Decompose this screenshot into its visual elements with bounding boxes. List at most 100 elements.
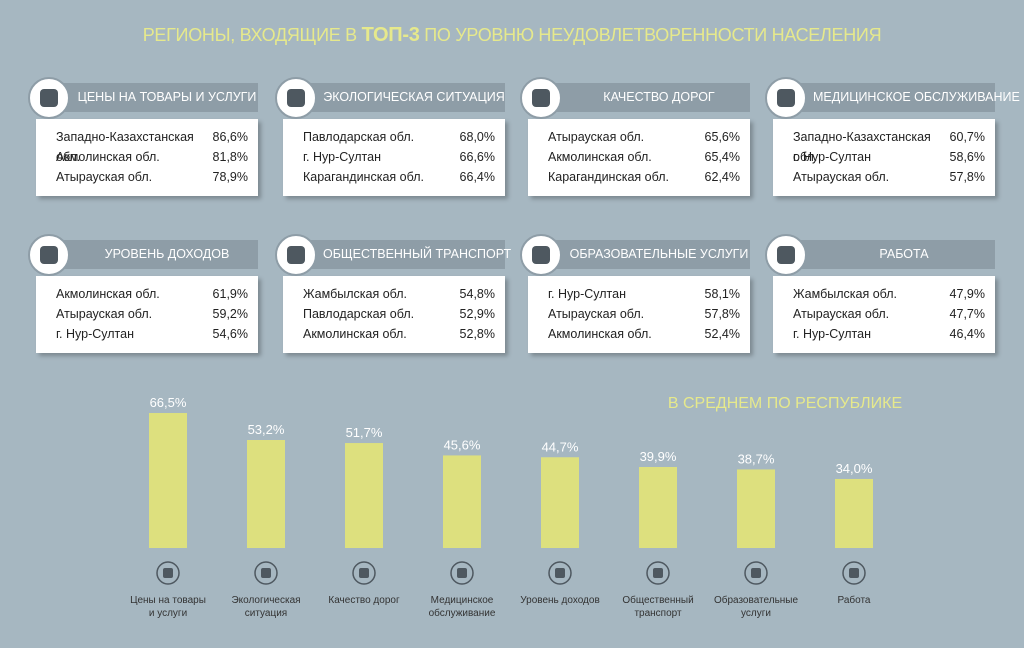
card-body: Западно-Казахстанская обл. 60,7% г. Нур-Су… bbox=[773, 119, 995, 196]
cell-value: 81,8% bbox=[212, 150, 248, 164]
bar bbox=[247, 440, 285, 548]
cell-value: 78,9% bbox=[212, 170, 248, 184]
card-header: ОБЩЕСТВЕННЫЙ ТРАНСПОРТ bbox=[283, 240, 511, 269]
card-body: Западно-Казахстанская обл. 86,6% Акмолинск… bbox=[36, 119, 258, 196]
bar bbox=[149, 413, 187, 548]
cell-value: 60,7% bbox=[949, 130, 985, 144]
card-header: МЕДИЦИНСКОЕ ОБСЛУЖИВАНИЕ bbox=[773, 83, 1020, 112]
cell-value: 62,4% bbox=[704, 170, 740, 184]
category-icon-glyph bbox=[359, 568, 369, 578]
table-row: Атырауская обл. 59,2% bbox=[56, 304, 248, 324]
category-icon-glyph bbox=[751, 568, 761, 578]
card-icon bbox=[275, 234, 317, 276]
card-icon bbox=[520, 234, 562, 276]
category-icon bbox=[744, 561, 768, 585]
cell-value: 52,9% bbox=[459, 307, 495, 321]
card-icon bbox=[520, 77, 562, 119]
table-row: Жамбылская обл. 54,8% bbox=[303, 284, 495, 304]
cell-value: 57,8% bbox=[949, 170, 985, 184]
value-label: 45,6% bbox=[444, 437, 481, 452]
cell-region: Жамбылская обл. bbox=[303, 287, 408, 301]
x-tick-label: Цены на товары и услуги bbox=[130, 595, 206, 619]
cell-value: 54,6% bbox=[212, 327, 248, 341]
cell-region: Атырауская обл. bbox=[793, 307, 890, 321]
bar bbox=[835, 478, 873, 548]
value-label: 38,7% bbox=[738, 451, 775, 466]
cell-value: 57,8% bbox=[704, 307, 740, 321]
card-icon bbox=[765, 234, 807, 276]
x-tick-label: Работа bbox=[837, 595, 871, 606]
table-row: Акмолинская обл. 61,9% bbox=[56, 284, 248, 304]
cell-value: 65,4% bbox=[704, 150, 740, 164]
card-icon bbox=[765, 77, 807, 119]
card-icon bbox=[275, 77, 317, 119]
cell-value: 47,7% bbox=[949, 307, 985, 321]
bar bbox=[541, 457, 579, 548]
card-header: УРОВЕНЬ ДОХОДОВ bbox=[36, 240, 258, 269]
cell-region: Атырауская обл. bbox=[56, 307, 153, 321]
cell-region: Западно-Казахстанская обл. bbox=[56, 130, 194, 164]
cell-region: Атырауская обл. bbox=[548, 307, 645, 321]
category-icon-glyph bbox=[555, 568, 565, 578]
table-row: Акмолинская обл. 52,8% bbox=[303, 324, 495, 344]
cell-value: 68,0% bbox=[459, 130, 495, 144]
category-icon-glyph bbox=[457, 568, 467, 578]
cell-value: 47,9% bbox=[949, 287, 985, 301]
cell-region: Акмолинская обл. bbox=[548, 150, 652, 164]
category-icon bbox=[254, 561, 278, 585]
x-tick-label: Медицинское обслуживание bbox=[428, 595, 496, 619]
table-row: Акмолинская обл. 81,8% bbox=[56, 147, 248, 167]
card-body: Жамбылская обл. 54,8% Павлодарская обл. 52,… bbox=[283, 276, 505, 353]
card-header: КАЧЕСТВО ДОРОГ bbox=[528, 83, 750, 112]
card-icon bbox=[28, 234, 70, 276]
value-label: 51,7% bbox=[346, 425, 383, 440]
cell-region: г. Нур-Султан bbox=[548, 287, 626, 301]
table-row: г. Нур-Султан 54,6% bbox=[56, 324, 248, 344]
cell-value: 58,6% bbox=[949, 150, 985, 164]
cell-region: г. Нур-Султан bbox=[303, 150, 381, 164]
bar bbox=[639, 467, 677, 548]
table-row: Карагандинская обл. 62,4% bbox=[548, 167, 740, 187]
card-header: РАБОТА bbox=[773, 240, 995, 269]
cell-region: Западно-Казахстанская обл. bbox=[793, 130, 931, 164]
cell-value: 59,2% bbox=[212, 307, 248, 321]
cell-value: 86,6% bbox=[212, 130, 248, 144]
x-tick-label: Общественный транспорт bbox=[622, 595, 694, 619]
value-label: 44,7% bbox=[542, 439, 579, 454]
card-body: г. Нур-Султан 58,1% Атырауская обл. 57,8% Ак… bbox=[528, 276, 750, 353]
card-body: Жамбылская обл. 47,9% Атырауская обл. 47,7%… bbox=[773, 276, 995, 353]
title-part: РЕГИОНЫ, ВХОДЯЩИЕ В bbox=[142, 25, 362, 45]
cell-region: Павлодарская обл. bbox=[303, 307, 415, 321]
table-row: г. Нур-Султан 58,1% bbox=[548, 284, 740, 304]
cell-value: 61,9% bbox=[212, 287, 248, 301]
card-body: Павлодарская обл. 68,0% г. Нур-Султан 66,6%… bbox=[283, 119, 505, 196]
table-row: г. Нур-Султан 58,6% bbox=[793, 147, 985, 167]
card-body: Атырауская обл. 65,6% Акмолинская обл. 65,4… bbox=[528, 119, 750, 196]
table-row: Атырауская обл. 47,7% bbox=[793, 304, 985, 324]
table-row: Атырауская обл. 65,6% bbox=[548, 127, 740, 147]
bar bbox=[443, 455, 481, 548]
table-row: г. Нур-Султан 46,4% bbox=[793, 324, 985, 344]
cell-region: Акмолинская обл. bbox=[548, 327, 652, 341]
cell-region: Атырауская обл. bbox=[793, 170, 890, 184]
table-row: Акмолинская обл. 52,4% bbox=[548, 324, 740, 344]
cell-value: 46,4% bbox=[949, 327, 985, 341]
card-header: ОБРАЗОВАТЕЛЬНЫЕ УСЛУГИ bbox=[528, 240, 750, 269]
cell-value: 54,8% bbox=[459, 287, 495, 301]
page-title: РЕГИОНЫ, ВХОДЯЩИЕ В ТОП-3 ПО УРОВНЮ НЕУД… bbox=[0, 24, 1024, 47]
table-row: Жамбылская обл. 47,9% bbox=[793, 284, 985, 304]
table-row: Акмолинская обл. 65,4% bbox=[548, 147, 740, 167]
category-icon bbox=[450, 561, 474, 585]
table-row: Павлодарская обл. 68,0% bbox=[303, 127, 495, 147]
cell-region: Акмолинская обл. bbox=[303, 327, 407, 341]
chart-title: В СРЕДНЕМ ПО РЕСПУБЛИКЕ bbox=[667, 395, 903, 412]
value-label: 66,5% bbox=[150, 395, 187, 410]
cell-value: 65,6% bbox=[704, 130, 740, 144]
card-header: ЦЕНЫ НА ТОВАРЫ И УСЛУГИ bbox=[36, 83, 258, 112]
cell-value: 52,8% bbox=[459, 327, 495, 341]
cell-value: 66,4% bbox=[459, 170, 495, 184]
bar bbox=[345, 443, 383, 548]
cell-value: 66,6% bbox=[459, 150, 495, 164]
